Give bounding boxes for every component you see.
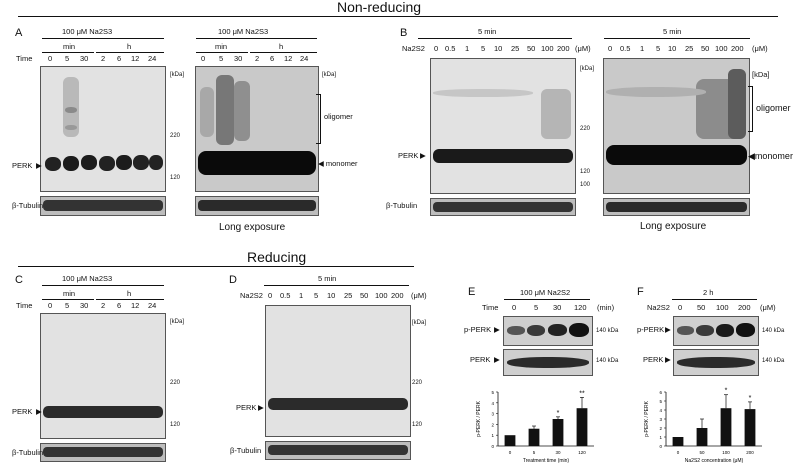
panel-f-bar: [720, 408, 732, 446]
panel-e-y-tick-label: 3: [491, 412, 494, 417]
panel-a-tubulin-blot-long: [195, 196, 319, 216]
panel-e-x-tick-label: 0: [509, 450, 512, 455]
panel-e-x-axis-label: Treatment time (min): [523, 458, 570, 464]
panel-a-label: A: [15, 27, 23, 39]
divider-reducing: [18, 266, 414, 267]
arrow-icon: ▶: [494, 355, 500, 364]
panel-a-blot-long: [195, 66, 319, 192]
panel-f-y-tick-label: 5: [659, 399, 662, 404]
panel-b-blot-long: [603, 58, 750, 194]
heading-reducing: Reducing: [247, 249, 307, 265]
panel-a-long-exposure: Long exposure: [219, 222, 286, 233]
panel-e-significance-mark: *: [557, 410, 560, 417]
panel-e-x-tick-label: 120: [578, 450, 586, 455]
panel-f-x-tick-label: 100: [722, 450, 730, 455]
panel-f-x-tick-label: 50: [699, 450, 705, 455]
panel-c-tubulin-blot: [40, 443, 166, 462]
panel-f-pperk-blot: [673, 316, 759, 346]
panel-e-bar: [576, 408, 588, 446]
panel-b-tubulin-blot-long: [603, 198, 750, 216]
panel-f-y-tick-label: 6: [659, 390, 662, 395]
divider-non-reducing: [18, 16, 778, 17]
panel-d-tubulin-blot: [265, 441, 411, 460]
arrow-icon: ▶: [258, 403, 264, 412]
arrow-icon: ▶: [665, 325, 671, 334]
panel-e-x-tick-label: 5: [533, 450, 536, 455]
oligomer-bracket: [316, 94, 321, 144]
panel-f-x-tick-label: 0: [677, 450, 680, 455]
panel-a-monomer-label: ◀ monomer: [318, 159, 358, 168]
panel-f-y-tick-label: 3: [659, 417, 662, 422]
panel-e-y-tick-label: 5: [491, 390, 494, 395]
panel-a-kda: [kDa]: [170, 72, 185, 78]
panel-f-significance-mark: *: [725, 388, 728, 395]
panel-b-label: B: [400, 27, 408, 39]
arrow-icon: ▶: [494, 325, 500, 334]
panel-a-time-label: Time: [16, 54, 33, 63]
panel-f-bar: [672, 437, 684, 446]
panel-e-y-tick-label: 1: [491, 433, 494, 438]
panel-a-tubulin-label: β-Tubulin: [12, 201, 44, 210]
panel-e-significance-mark: **: [579, 390, 585, 397]
panel-e-bar: [528, 428, 540, 446]
panel-f-y-tick-label: 0: [659, 444, 662, 449]
panel-f-bar: [744, 409, 756, 446]
panel-e-bar: [552, 419, 564, 446]
panel-e-x-tick-label: 30: [555, 450, 561, 455]
arrow-icon: ▶: [36, 407, 42, 416]
arrow-icon: ▶: [665, 355, 671, 364]
panel-a-oligomer-label: oligomer: [324, 112, 353, 121]
panel-e-bar-chart: 0 1 2 3 4 5 0 5 * 30 ** 120 Treatment time (min) p-PE…: [476, 390, 594, 464]
panel-e-perk-blot: [503, 349, 593, 376]
panel-d-blot: [265, 305, 411, 437]
panel-a-treatment: 100 μM Na2S3: [62, 27, 113, 36]
panel-f-y-tick-label: 4: [659, 408, 662, 413]
panel-a-blot-short: [40, 66, 166, 192]
panel-e-y-axis-label: p-PERK / PERK: [476, 400, 482, 437]
panel-b-tubulin-blot: [430, 198, 576, 216]
arrow-icon: ▶: [36, 161, 42, 170]
heading-non-reducing: Non-reducing: [337, 0, 422, 15]
panel-a-tubulin-blot: [40, 196, 166, 216]
arrow-icon: ▶: [420, 151, 426, 160]
oligomer-bracket: [748, 86, 753, 132]
panel-e-y-tick-label: 2: [491, 422, 494, 427]
panel-a-min-label: min: [63, 42, 76, 51]
panel-b-blot-short: [430, 58, 576, 194]
panel-f-y-axis-label: p-PERK / PERK: [644, 400, 650, 437]
panel-f-x-tick-label: 200: [746, 450, 754, 455]
panel-f-y-tick-label: 2: [659, 426, 662, 431]
panel-f-x-axis-label: Na2S2 concentration (μM): [685, 458, 744, 464]
panel-c-blot: [40, 313, 166, 439]
panel-f-significance-mark: *: [749, 395, 752, 402]
panel-e-pperk-blot: [503, 316, 593, 346]
panel-f-y-tick-label: 1: [659, 435, 662, 440]
panel-e-y-tick-label: 4: [491, 401, 494, 406]
panel-e-bar: [504, 435, 516, 446]
panel-a-perk-label: PERK: [12, 161, 33, 170]
panel-a-h-label: h: [127, 42, 132, 51]
panel-e-y-tick-label: 0: [491, 444, 494, 449]
panel-f-bar: [696, 428, 708, 446]
panel-f-perk-blot: [673, 349, 759, 376]
